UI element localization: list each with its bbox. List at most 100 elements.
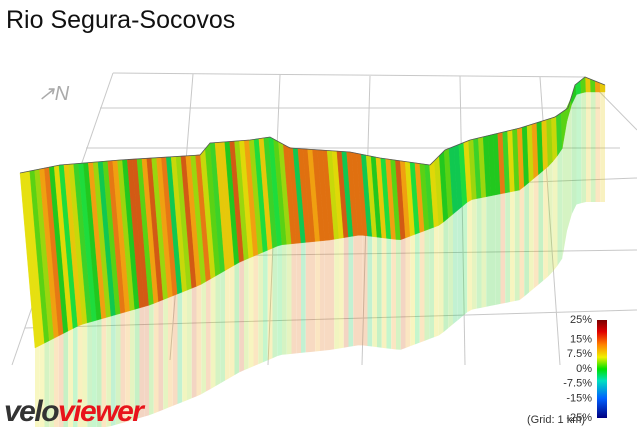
- reflection-strip: [144, 305, 149, 417]
- reflection-strip: [44, 340, 50, 427]
- reflection-strip: [576, 93, 582, 205]
- title: Rio Segura-Socovos: [6, 6, 235, 34]
- reflection-strip: [362, 235, 368, 346]
- reflection-strip: [486, 195, 491, 307]
- reflection-strip: [125, 310, 130, 423]
- reflection-strip: [149, 303, 154, 416]
- reflection-strip: [581, 92, 586, 204]
- reflection-strip: [134, 308, 140, 420]
- reflection-strip: [491, 194, 496, 306]
- reflection-strip: [244, 258, 249, 371]
- reflection-strip: [424, 229, 430, 341]
- reflection-strip: [39, 343, 45, 427]
- reflection-strip: [258, 252, 263, 365]
- reflection-strip: [291, 243, 297, 354]
- reflection-strip: [396, 239, 401, 350]
- reflection-strip: [529, 178, 534, 293]
- legend: 25% 15% 7.5% 0% -7.5% -15% -25%: [563, 314, 592, 424]
- reflection-strip: [367, 235, 373, 347]
- reflection-strip: [54, 335, 59, 427]
- reflection-strip: [77, 324, 83, 427]
- reflection-strip: [277, 244, 282, 357]
- reflection-strip: [182, 290, 187, 403]
- reflection-strip: [377, 237, 382, 348]
- reflection-strip: [586, 92, 591, 202]
- reflection-strip: [253, 254, 259, 367]
- reflection-strip: [58, 333, 64, 427]
- reflection-strip: [533, 174, 539, 289]
- reflection-strip: [120, 312, 126, 424]
- reflection-strip: [472, 198, 477, 310]
- reflection-strip: [348, 236, 354, 347]
- reflection-strip: [481, 196, 487, 308]
- reflection-strip: [343, 236, 349, 348]
- reflection-strip: [467, 199, 472, 313]
- reflection-strip: [35, 345, 40, 427]
- reflection-strip: [339, 237, 344, 349]
- reflection-strip: [101, 317, 107, 427]
- reflection-strip: [410, 234, 415, 347]
- reflection-strip: [168, 295, 173, 408]
- reflection-strip: [595, 92, 601, 202]
- north-arrow: ↗N: [38, 83, 70, 105]
- reflection-strip: [562, 120, 567, 259]
- reflection-strip: [538, 170, 544, 285]
- reflection-strip: [63, 331, 69, 427]
- reflection-strip: [519, 186, 525, 301]
- reflection-strip: [248, 256, 254, 369]
- reflection-strip: [457, 206, 463, 321]
- reflection-strip: [163, 297, 168, 410]
- color-scale: [597, 320, 607, 418]
- legend-label: 25%: [570, 314, 592, 326]
- grid-note: (Grid: 1 km): [527, 414, 585, 426]
- reflection-strip: [82, 322, 88, 427]
- logo-viewer: viewer: [58, 395, 146, 427]
- reflection-strip: [177, 292, 183, 404]
- legend-label: 0%: [576, 363, 592, 375]
- reflection: [35, 92, 605, 427]
- reflection-strip: [557, 148, 563, 266]
- profile-strip: [585, 76, 591, 93]
- reflection-strip: [514, 190, 520, 302]
- reflection-strip: [320, 240, 325, 351]
- legend-label: -7.5%: [563, 378, 592, 390]
- reflection-strip: [438, 222, 444, 336]
- reflection-strip: [505, 192, 510, 303]
- reflection-strip: [191, 286, 197, 399]
- reflection-strip: [548, 161, 553, 277]
- reflection-strip: [386, 238, 392, 349]
- reflection-strip: [220, 270, 225, 384]
- profile-edge: [19, 76, 606, 174]
- reflection-strip: [448, 214, 453, 329]
- reflection-strip: [115, 313, 121, 425]
- reflection-strip: [334, 238, 339, 350]
- reflection-strip: [310, 241, 316, 352]
- reflection-strip: [419, 230, 425, 343]
- reflection-strip: [92, 320, 97, 427]
- reflection-strip: [415, 232, 420, 345]
- reflection-strip: [571, 94, 577, 215]
- reflection-strip: [153, 301, 159, 414]
- reflection-strip: [286, 243, 292, 355]
- reflection-strip: [315, 241, 320, 352]
- reflection-strip: [329, 239, 335, 351]
- reflection-strip: [187, 288, 192, 401]
- reflection-strip: [225, 267, 230, 381]
- reflection-strip: [68, 328, 73, 427]
- reflection-strip: [158, 299, 164, 412]
- reflection-strip: [353, 235, 358, 347]
- reflection-strip: [552, 155, 558, 272]
- reflection-strip: [267, 248, 273, 361]
- reflection-strip: [391, 238, 396, 350]
- reflection-strip: [172, 294, 178, 406]
- reflection-strip: [453, 210, 458, 325]
- reflection-strip: [215, 273, 221, 387]
- reflection-strip: [87, 321, 92, 427]
- reflection-strip: [196, 284, 202, 397]
- reflection-strip: [495, 193, 501, 305]
- reflection-strip: [405, 236, 411, 348]
- legend-label: -25%: [566, 412, 592, 424]
- reflection-strip: [201, 281, 206, 395]
- reflection-strip: [234, 262, 240, 376]
